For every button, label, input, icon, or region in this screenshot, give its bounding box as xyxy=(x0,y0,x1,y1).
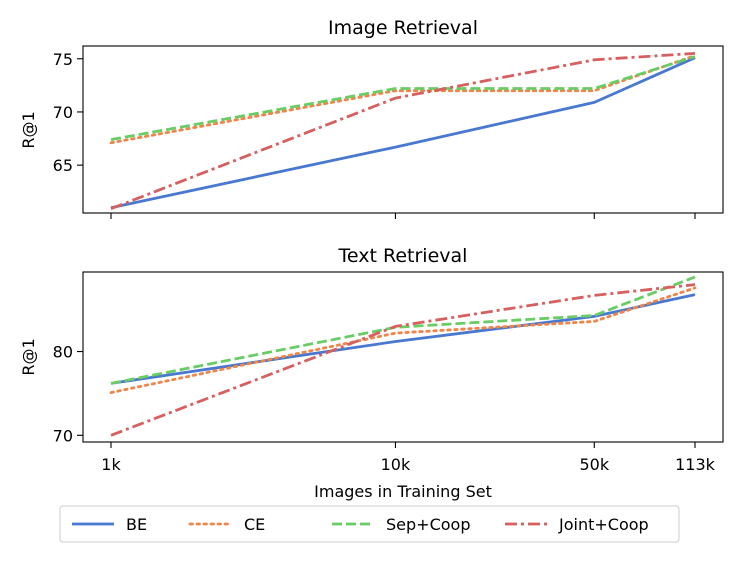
image-retrieval-axes-frame xyxy=(82,45,724,214)
image-retrieval-title: Image Retrieval xyxy=(328,17,478,39)
image-retrieval-y-tick-label: 65 xyxy=(53,156,73,175)
x-axis-label: Images in Training Set xyxy=(314,482,492,501)
legend-label-ce: CE xyxy=(244,515,265,534)
legend-label-sep-coop: Sep+Coop xyxy=(386,515,470,534)
image-retrieval-panel: Image Retrieval R@1 65 70 75 xyxy=(19,17,724,219)
image-retrieval-series-joint-coop-line xyxy=(110,52,696,211)
image-retrieval-series-ce-line xyxy=(109,54,697,145)
text-retrieval-series-ce-line xyxy=(109,286,697,395)
legend-label-be: BE xyxy=(126,515,147,534)
text-retrieval-series-joint-coop-line xyxy=(110,283,696,437)
x-tick-label: 1k xyxy=(101,455,121,474)
image-retrieval-y-tick-label: 75 xyxy=(53,50,73,69)
text-retrieval-y-tick-label: 80 xyxy=(53,343,73,362)
legend: BE CE Sep+Coop Joint+Coop xyxy=(59,505,680,543)
image-retrieval-y-tick-label: 70 xyxy=(53,103,73,122)
text-retrieval-title: Text Retrieval xyxy=(338,245,468,267)
x-tick-label: 113k xyxy=(675,455,716,474)
text-retrieval-panel: Text Retrieval R@1 Images in Training Se… xyxy=(19,245,724,501)
text-retrieval-axes-frame xyxy=(82,271,724,443)
text-retrieval-series-sep-coop-line xyxy=(110,275,696,385)
text-retrieval-series-be-line xyxy=(110,293,696,385)
text-retrieval-y-tick-label: 70 xyxy=(53,426,73,445)
x-tick-label: 50k xyxy=(579,455,609,474)
text-retrieval-y-axis-label: R@1 xyxy=(19,338,38,375)
image-retrieval-series-be-line xyxy=(110,56,696,210)
image-retrieval-y-axis-label: R@1 xyxy=(19,111,38,148)
legend-label-joint-coop: Joint+Coop xyxy=(558,515,649,534)
x-tick-label: 10k xyxy=(381,455,411,474)
image-retrieval-series-sep-coop-line xyxy=(110,55,696,141)
